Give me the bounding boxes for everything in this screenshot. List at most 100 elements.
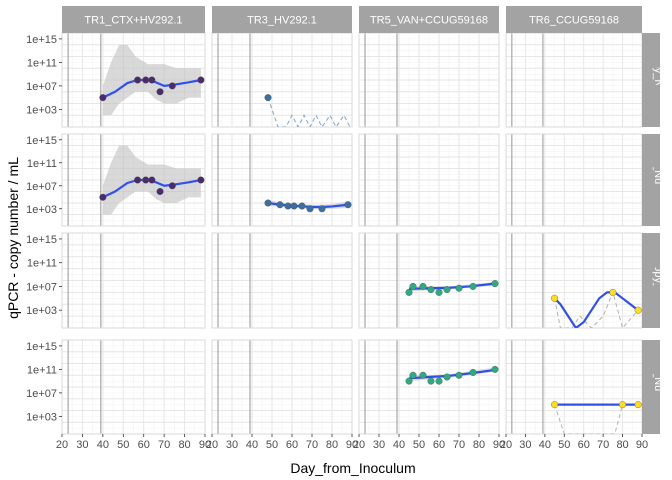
panel-r2-c1 — [211, 232, 353, 329]
panel-border — [211, 339, 353, 435]
panel-r0-c3 — [505, 32, 643, 128]
column-strips: TR1_CTX+HV292.1 TR3_HV292.1 TR5_VAN+CCUG59… — [62, 6, 642, 33]
data-point — [99, 193, 107, 201]
x-tick-label: 80 — [473, 439, 485, 451]
x-tick-label: 50 — [117, 439, 129, 451]
data-point — [551, 401, 559, 409]
data-point — [148, 76, 156, 84]
panel-r3-c1 — [211, 339, 353, 435]
row-strip-label: Copy_Number_p — [652, 345, 664, 428]
x-tick-label: 90 — [493, 439, 505, 451]
x-tick-label: 60 — [578, 439, 590, 451]
y-tick-label: 1e+03 — [26, 104, 57, 116]
column-strip-label: TR3_HV292.1 — [247, 15, 317, 27]
data-point — [168, 82, 176, 90]
data-point — [435, 377, 443, 385]
strip-background — [642, 233, 660, 328]
panel-border — [61, 232, 206, 329]
panel-data-6 — [405, 365, 499, 385]
smooth-line — [553, 291, 639, 328]
data-point — [142, 176, 150, 184]
row-strip-label: 1_Copy_Number_ — [652, 35, 664, 125]
y-tick-label: 1e+11 — [27, 57, 57, 69]
row-strip-0: 1_Copy_Number_ — [642, 33, 664, 127]
x-tick-label: 80 — [326, 439, 338, 451]
panel-data-0 — [99, 44, 205, 116]
x-tick-label: 50 — [558, 439, 570, 451]
panel-data-5 — [551, 288, 642, 328]
panel-r1-c1 — [211, 133, 353, 227]
x-tick-label: 60 — [433, 439, 445, 451]
column-strip-1: TR3_HV292.1 — [212, 6, 352, 33]
strip-background — [642, 33, 660, 127]
x-tick-label: 20 — [56, 439, 68, 451]
panel-border — [358, 232, 500, 329]
row-strip-label: Copy_Number_p — [652, 138, 664, 221]
data-point — [306, 205, 314, 213]
data-point — [455, 284, 463, 292]
data-point — [344, 201, 352, 209]
panel-data-2 — [99, 145, 205, 215]
y-axis-title: qPCR - copy number / mL — [5, 157, 21, 319]
strip-background — [642, 340, 660, 434]
data-point — [156, 187, 164, 195]
data-point — [134, 76, 142, 84]
strip-background — [212, 6, 352, 33]
x-tick-label: 70 — [306, 439, 318, 451]
x-tick-label: 90 — [199, 439, 211, 451]
data-point — [134, 176, 142, 184]
x-tick-label: 70 — [597, 439, 609, 451]
x-tick-label: 30 — [373, 439, 385, 451]
row-strip-label: 168_Copy_Number — [652, 233, 664, 329]
strip-background — [62, 6, 205, 33]
data-point — [443, 286, 451, 294]
data-point — [276, 201, 284, 209]
column-strip-3: TR6_CCUG59168 — [506, 6, 642, 33]
y-tick-label: 1e+15 — [26, 234, 57, 246]
x-axis-title: Day_from_Inoculum — [290, 460, 415, 476]
x-tick-label: 40 — [246, 439, 258, 451]
y-tick-label: 1e+07 — [26, 388, 57, 400]
panel-r1-c3 — [505, 133, 643, 227]
data-point — [197, 176, 205, 184]
data-point — [455, 371, 463, 379]
x-tick-label: 50 — [413, 439, 425, 451]
panel-data-1 — [264, 94, 351, 127]
data-point — [634, 401, 642, 409]
column-strip-label: TR5_VAN+CCUG59168 — [370, 15, 488, 27]
y-tick-label: 1e+11 — [27, 158, 57, 170]
row-strip-1: Copy_Number_p — [642, 134, 664, 226]
data-point — [427, 286, 435, 294]
x-tick-label: 90 — [636, 439, 648, 451]
x-tick-label: 30 — [226, 439, 238, 451]
data-point — [264, 199, 272, 207]
data-point — [99, 94, 107, 102]
x-tick-label: 70 — [453, 439, 465, 451]
column-strip-2: TR5_VAN+CCUG59168 — [359, 6, 499, 33]
x-tick-label: 40 — [539, 439, 551, 451]
panel-border — [61, 133, 206, 227]
data-point — [298, 202, 306, 210]
x-tick-label: 80 — [616, 439, 628, 451]
y-tick-label: 1e+11 — [27, 258, 57, 270]
x-tick-label: 80 — [178, 439, 190, 451]
data-point — [469, 368, 477, 376]
data-point — [290, 202, 298, 210]
data-point — [142, 76, 150, 84]
y-tick-label: 1e+15 — [26, 34, 57, 46]
x-tick-label: 20 — [500, 439, 512, 451]
strip-background — [506, 6, 642, 33]
panel-border — [61, 339, 206, 435]
row-strip-2: 168_Copy_Number — [642, 233, 664, 329]
data-point — [405, 288, 413, 296]
y-tick-label: 1e+07 — [26, 281, 57, 293]
strip-background — [359, 6, 499, 33]
data-point — [634, 306, 642, 314]
panel-r0-c1 — [211, 32, 353, 128]
x-tick-label: 50 — [266, 439, 278, 451]
y-tick-label: 1e+03 — [26, 204, 57, 216]
data-point — [405, 377, 413, 385]
panels-layer — [61, 32, 643, 435]
x-tick-label: 90 — [346, 439, 358, 451]
